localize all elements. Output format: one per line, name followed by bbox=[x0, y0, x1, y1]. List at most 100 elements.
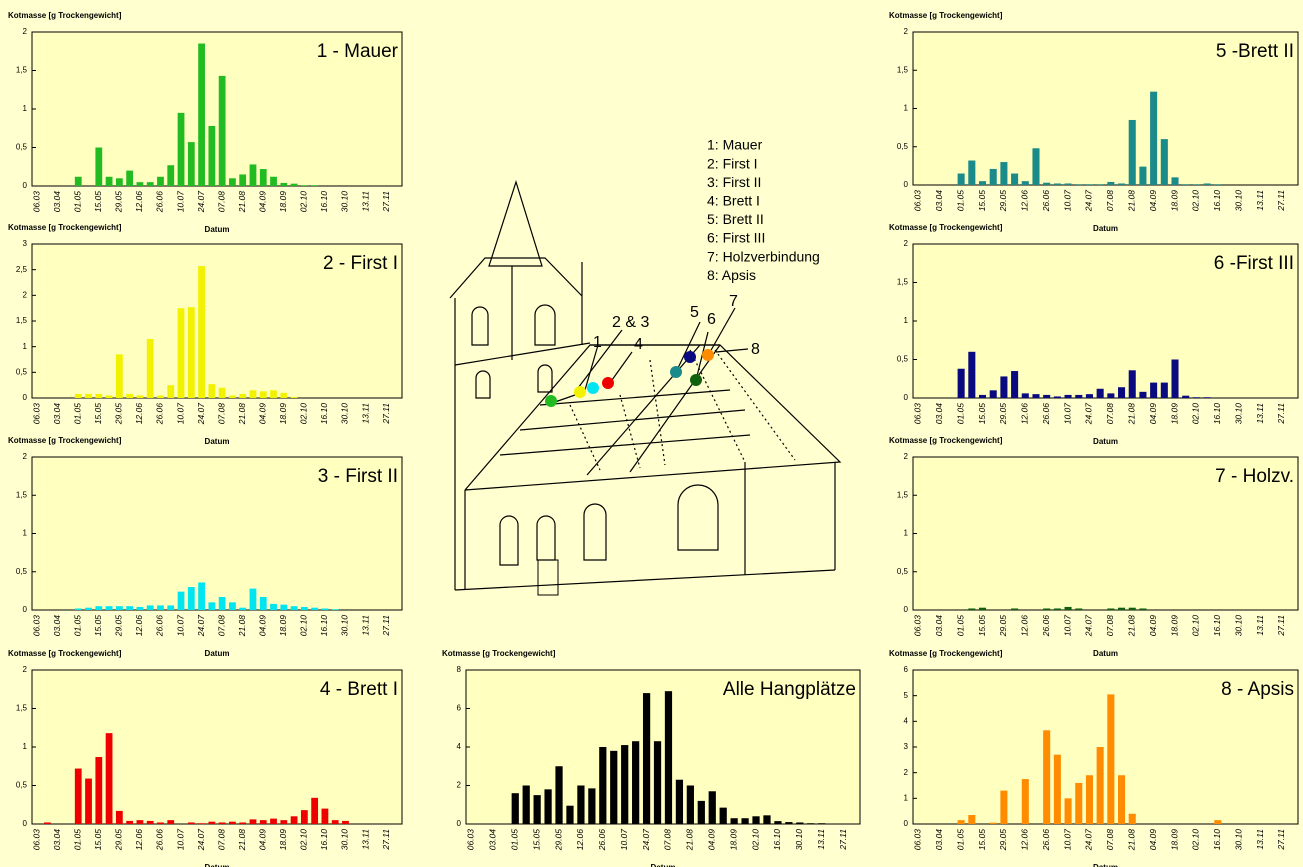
x-tick-label: 24.07 bbox=[1084, 190, 1094, 213]
bar bbox=[1097, 389, 1104, 398]
bar bbox=[1043, 730, 1050, 824]
x-tick-label: 16.10 bbox=[1212, 403, 1222, 425]
x-tick-label: 27.11 bbox=[838, 829, 848, 851]
x-tick-label: 29.05 bbox=[998, 190, 1008, 213]
bar bbox=[752, 816, 759, 824]
x-tick-label: 27.11 bbox=[381, 403, 391, 425]
x-tick-label: 24.07 bbox=[196, 403, 206, 426]
y-tick-label: 0,5 bbox=[16, 143, 28, 152]
bar bbox=[270, 390, 277, 398]
x-tick-label: 13.11 bbox=[1255, 829, 1265, 850]
x-tick-label: 26.06 bbox=[155, 615, 165, 638]
y-tick-label: 2 bbox=[904, 452, 909, 461]
bar bbox=[260, 169, 267, 186]
x-axis-label: Datum bbox=[205, 863, 230, 867]
x-tick-label: 02.10 bbox=[1191, 829, 1201, 851]
x-tick-label: 06.03 bbox=[31, 829, 41, 851]
bar bbox=[239, 822, 246, 824]
bar bbox=[588, 788, 595, 824]
bar bbox=[1139, 608, 1146, 610]
chart-title: 3 - First II bbox=[318, 466, 398, 487]
x-tick-label: 21.08 bbox=[685, 829, 695, 852]
bar bbox=[774, 821, 781, 824]
bar bbox=[1075, 608, 1082, 610]
y-axis-label: Kotmasse [g Trockengewicht] bbox=[889, 649, 1003, 658]
bar bbox=[147, 182, 154, 186]
bar bbox=[167, 165, 174, 186]
x-tick-label: 18.09 bbox=[278, 615, 288, 637]
bar bbox=[137, 820, 144, 824]
bar bbox=[239, 608, 246, 610]
y-tick-label: 3 bbox=[23, 239, 28, 248]
site-label: 1 bbox=[593, 334, 602, 351]
bar bbox=[95, 148, 102, 187]
x-tick-label: 21.08 bbox=[237, 403, 247, 426]
x-tick-label: 10.07 bbox=[619, 829, 629, 851]
x-tick-label: 01.05 bbox=[73, 403, 83, 425]
x-tick-label: 24.07 bbox=[1084, 615, 1094, 638]
bar bbox=[1214, 184, 1221, 185]
y-tick-label: 0 bbox=[904, 180, 909, 189]
x-tick-label: 03.04 bbox=[488, 829, 498, 851]
y-tick-label: 4 bbox=[457, 742, 462, 751]
x-tick-label: 12.06 bbox=[134, 615, 144, 637]
x-tick-label: 02.10 bbox=[299, 829, 309, 851]
x-tick-label: 13.11 bbox=[360, 615, 370, 636]
x-tick-label: 07.08 bbox=[663, 829, 673, 851]
x-axis-label: Datum bbox=[205, 225, 230, 234]
bar bbox=[1182, 396, 1189, 398]
bar bbox=[1011, 371, 1018, 398]
bar bbox=[147, 821, 154, 824]
bar bbox=[147, 339, 154, 398]
bar bbox=[270, 819, 277, 824]
legend-entry: 8: Apsis bbox=[707, 267, 756, 283]
bar bbox=[1171, 360, 1178, 399]
x-tick-label: 01.05 bbox=[73, 829, 83, 851]
x-tick-label: 04.09 bbox=[1148, 615, 1158, 637]
bar bbox=[968, 352, 975, 398]
legend-entry: 4: Brett I bbox=[707, 193, 760, 209]
bar bbox=[95, 757, 102, 824]
bar bbox=[1171, 177, 1178, 185]
bar bbox=[1204, 397, 1211, 398]
x-axis-label: Datum bbox=[1093, 863, 1118, 867]
bar bbox=[979, 395, 986, 398]
x-tick-label: 07.08 bbox=[1105, 190, 1115, 212]
bar bbox=[167, 385, 174, 398]
x-tick-label: 29.05 bbox=[114, 829, 124, 852]
x-tick-label: 03.04 bbox=[52, 829, 62, 851]
bar bbox=[1129, 120, 1136, 185]
x-tick-label: 30.10 bbox=[1233, 615, 1243, 637]
y-tick-label: 2 bbox=[904, 768, 909, 777]
bar bbox=[990, 390, 997, 398]
bar bbox=[167, 605, 174, 610]
bar bbox=[1000, 162, 1007, 185]
legend-entry: 1: Mauer bbox=[707, 137, 763, 153]
x-tick-label: 03.04 bbox=[934, 829, 944, 851]
x-tick-label: 26.06 bbox=[155, 403, 165, 426]
y-tick-label: 4 bbox=[904, 716, 909, 725]
x-tick-label: 15.05 bbox=[93, 615, 103, 637]
y-tick-label: 1 bbox=[23, 529, 28, 538]
bar bbox=[44, 822, 51, 824]
x-tick-label: 01.05 bbox=[510, 829, 520, 851]
x-tick-label: 06.03 bbox=[31, 615, 41, 637]
y-tick-label: 0,5 bbox=[16, 367, 28, 376]
bar bbox=[260, 391, 267, 398]
bar bbox=[968, 815, 975, 824]
bar bbox=[1118, 775, 1125, 824]
y-tick-label: 2 bbox=[904, 239, 909, 248]
x-tick-label: 15.05 bbox=[93, 191, 103, 213]
bar bbox=[219, 822, 226, 824]
site-label: 8 bbox=[751, 341, 760, 358]
x-tick-label: 04.09 bbox=[258, 829, 268, 851]
bar bbox=[280, 820, 287, 824]
x-tick-label: 15.05 bbox=[531, 829, 541, 851]
bar bbox=[332, 820, 339, 824]
x-tick-label: 16.10 bbox=[319, 829, 329, 851]
bar bbox=[260, 820, 267, 824]
x-tick-label: 16.10 bbox=[1212, 190, 1222, 212]
bar bbox=[632, 741, 639, 824]
bar bbox=[75, 608, 82, 610]
bar bbox=[1054, 608, 1061, 610]
